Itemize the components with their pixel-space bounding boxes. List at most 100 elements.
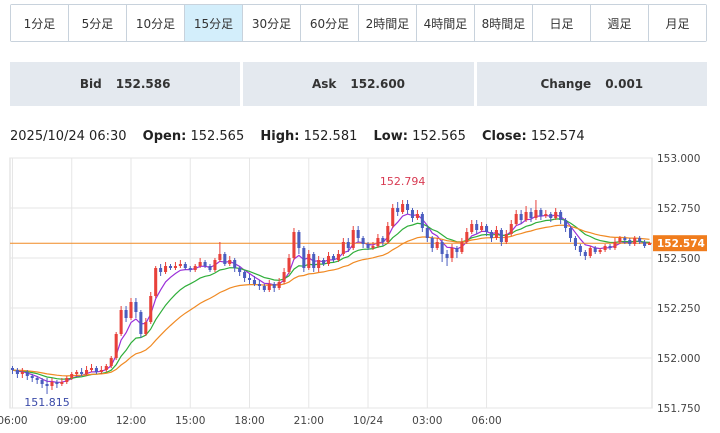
candle — [598, 248, 602, 254]
candle — [129, 298, 133, 320]
candle-body — [124, 310, 128, 318]
candle — [193, 264, 197, 272]
candle — [183, 262, 187, 270]
candle — [114, 332, 118, 360]
candle — [70, 372, 74, 380]
candle — [371, 242, 375, 250]
candle-body — [40, 380, 44, 384]
candle-body — [10, 368, 15, 370]
candle-body — [356, 230, 360, 238]
candlestick-chart[interactable]: 153.000 152.750 152.500 152.250 152.000 151.7… — [0, 145, 720, 433]
ask-panel: Ask 152.600 — [243, 62, 474, 106]
candle-body — [292, 232, 296, 258]
candle — [573, 236, 577, 250]
candle-body — [267, 284, 271, 290]
tab-timeframe-11[interactable]: 週足 — [591, 5, 649, 41]
ohlc-datetime: 2025/10/24 06:30 — [10, 129, 127, 144]
tab-timeframe-1[interactable]: 1分足 — [11, 5, 69, 41]
candle — [549, 212, 553, 222]
candle — [257, 280, 261, 290]
candle-body — [415, 214, 419, 218]
candle — [168, 264, 173, 270]
candle — [188, 266, 192, 272]
candle — [381, 236, 385, 246]
candle-body — [341, 242, 345, 254]
candle-body — [89, 368, 94, 370]
candle-body — [134, 302, 138, 312]
candle-body — [262, 286, 266, 290]
candle — [159, 264, 163, 276]
candle-body — [371, 246, 375, 248]
candle — [376, 234, 380, 248]
plot-area — [9, 157, 653, 409]
high-value: 152.581 — [303, 129, 358, 144]
candle — [94, 366, 98, 374]
candle — [223, 252, 227, 266]
candle-body — [302, 248, 306, 268]
candle-body — [524, 212, 528, 220]
tab-timeframe-8[interactable]: 4時間足 — [417, 5, 475, 41]
candle — [173, 262, 177, 270]
low-label: Low: — [373, 129, 408, 144]
candle — [435, 238, 439, 250]
tab-timeframe-12[interactable]: 月足 — [649, 5, 706, 41]
x-tick-label: 15:00 — [175, 415, 205, 427]
candle-body — [173, 266, 177, 268]
current-price-tag — [653, 235, 707, 252]
candle — [608, 244, 612, 250]
candle — [341, 238, 345, 256]
open-label: Open: — [142, 129, 187, 144]
candle — [80, 368, 84, 376]
candle-body — [104, 366, 108, 370]
candle — [99, 366, 103, 374]
candle — [509, 220, 513, 236]
tab-timeframe-3[interactable]: 10分足 — [127, 5, 185, 41]
min-price-label: 151.815 — [24, 396, 70, 409]
candle-body — [410, 210, 415, 218]
candle-body — [183, 264, 187, 268]
candle-body — [519, 214, 523, 220]
candle-body — [94, 368, 98, 372]
tab-timeframe-2[interactable]: 5分足 — [69, 5, 127, 41]
candle — [119, 306, 123, 336]
candle — [519, 210, 523, 224]
ohlc-readout: 2025/10/24 06:30 Open: 152.565 High: 152… — [10, 129, 585, 144]
candle-body — [20, 372, 24, 374]
close-label: Close: — [482, 129, 527, 144]
candle — [238, 266, 242, 276]
tab-timeframe-9[interactable]: 8時間足 — [475, 5, 533, 41]
candle — [386, 222, 390, 244]
x-tick-label: 21:00 — [294, 415, 324, 427]
candle — [623, 236, 627, 244]
tab-timeframe-10[interactable]: 日足 — [533, 5, 591, 41]
y-tick-label: 152.250 — [657, 303, 700, 315]
tab-timeframe-7[interactable]: 2時間足 — [359, 5, 417, 41]
candle — [10, 366, 15, 374]
candle-body — [376, 238, 380, 246]
tab-timeframe-4[interactable]: 15分足 — [185, 5, 243, 41]
candle — [89, 364, 94, 372]
candle-body — [361, 238, 365, 244]
tab-timeframe-6[interactable]: 60分足 — [301, 5, 359, 41]
candle — [60, 378, 64, 386]
candle — [45, 378, 49, 394]
candle — [638, 236, 642, 244]
candle-body — [168, 266, 173, 268]
candle — [139, 310, 143, 338]
candle-body — [30, 376, 34, 378]
candle — [326, 252, 331, 266]
candle — [564, 218, 568, 232]
change-label: Change — [540, 77, 592, 91]
candle — [124, 306, 128, 322]
candle-body — [287, 258, 291, 272]
x-tick-label: 10/24 — [353, 415, 384, 427]
candle-body — [45, 384, 49, 386]
tab-timeframe-5[interactable]: 30分足 — [243, 5, 301, 41]
candle — [628, 238, 632, 246]
candle-body — [401, 204, 405, 212]
candle-body — [539, 210, 543, 216]
candle — [514, 210, 518, 226]
candle — [425, 226, 429, 242]
candle-body — [247, 278, 252, 280]
candle-body — [203, 262, 207, 266]
